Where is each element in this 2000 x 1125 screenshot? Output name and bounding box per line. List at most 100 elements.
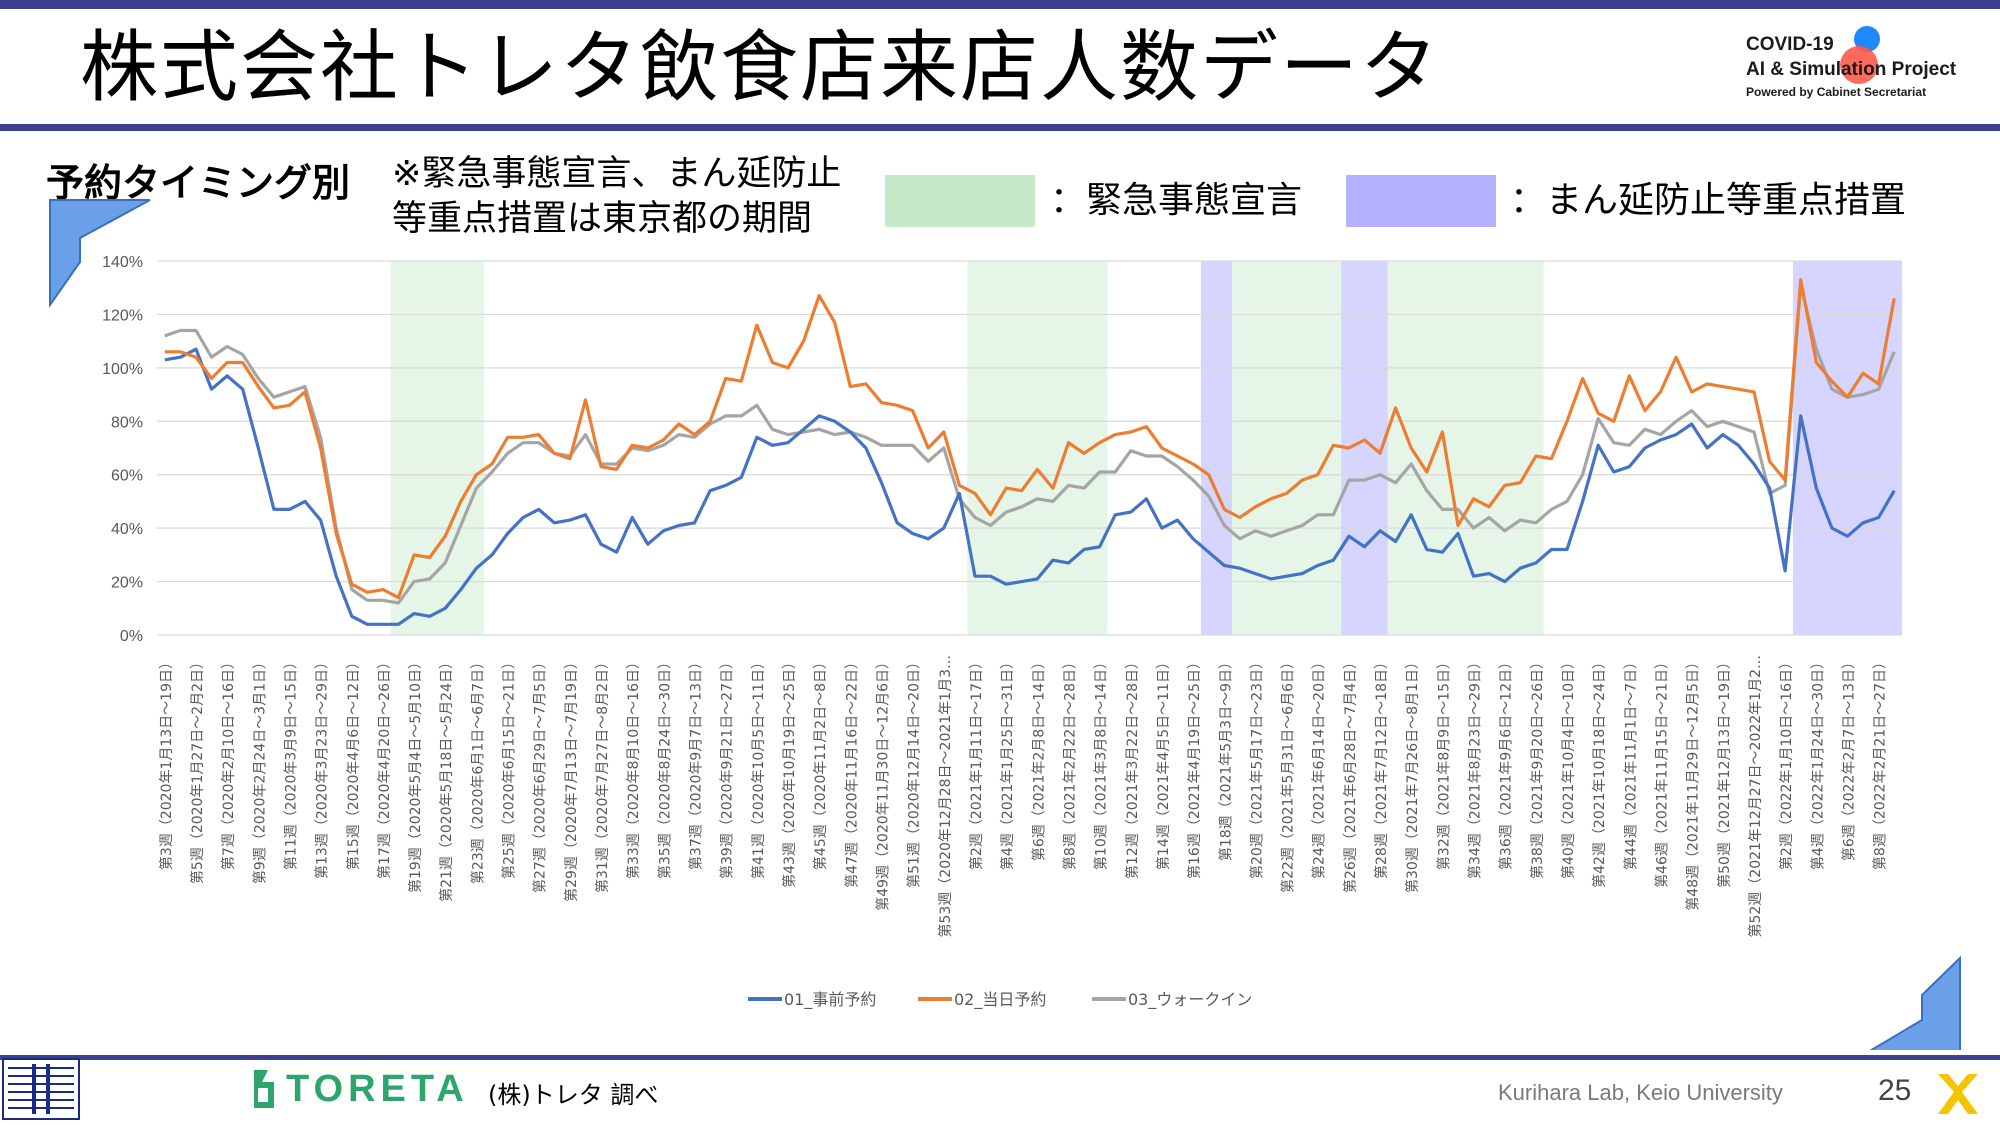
x-tick-label: 第42週（2021年10月18日～24日）	[1591, 655, 1608, 888]
period-note-line2: 等重点措置は東京都の期間	[392, 199, 813, 239]
x-tick-label: 第30週（2021年7月26日～8月1日）	[1404, 655, 1421, 893]
x-tick-label: 第19週（2020年5月4日～5月10日）	[407, 655, 424, 893]
x-tick-label: 第43週（2020年10月19日～25日）	[781, 655, 798, 888]
keio-logo	[2, 1058, 80, 1120]
x-tick-label: 第35週（2020年8月24日～30日）	[656, 655, 673, 879]
x-tick-label: 第34週（2021年8月23日～29日）	[1467, 655, 1484, 879]
series-line-2	[164, 278, 1896, 600]
x-tick-label: 第2週（2022年1月10日～16日）	[1778, 655, 1795, 870]
x-tick-label: 第11週（2020年3月9日～15日）	[282, 655, 299, 870]
x-tick-label: 第22週（2021年5月31日～6月6日）	[1280, 655, 1297, 893]
legend-label-1: 01_事前予約	[784, 990, 876, 1010]
x-tick-label: 第4週（2021年1月25日～31日）	[999, 655, 1016, 870]
series-legend: 01_事前予約 02_当日予約 03_ウォークイン	[748, 990, 1252, 1010]
x-tick-label: 第16週（2021年4月19日～25日）	[1186, 655, 1203, 879]
shaded-periods	[390, 261, 1902, 635]
slide-title: 株式会社トレタ飲食店来店人数データ	[80, 23, 1441, 113]
x-tick-label: 第38週（2021年9月20日～26日）	[1529, 655, 1546, 879]
x-tick-label: 第6週（2022年2月7日～13日）	[1840, 655, 1857, 861]
y-tick-label: 20%	[111, 575, 143, 592]
x-tick-label: 第23週（2020年6月1日～6月7日）	[469, 655, 486, 884]
x-tick-labels: 第3週（2020年1月13日～19日） 第5週（2020年1月27日～2月2日） 第…	[158, 655, 1889, 938]
x-tick-label: 第24週（2021年6月14日～20日）	[1311, 655, 1328, 879]
x-tick-label: 第47週（2020年11月16日～22日）	[843, 655, 860, 888]
x-tick-label: 第5週（2020年1月27日～2月2日）	[189, 655, 206, 884]
y-tick-label: 100%	[102, 361, 143, 378]
shade-emergency-1	[967, 261, 1108, 635]
covid-project-logo: COVID-19 AI & Simulation Project Powered…	[1746, 32, 1986, 102]
x-tick-label: 第28週（2021年7月12日～18日）	[1373, 655, 1390, 879]
covid-logo-line3: Powered by Cabinet Secretariat	[1746, 85, 1927, 99]
chart: 0% 20% 40% 60% 80% 100% 120% 140% 第3週（2020年1月13…	[49, 199, 1961, 1050]
shade-emergency-3	[1232, 261, 1342, 635]
x-tick-label: 第29週（2020年7月13日～7月19日）	[563, 655, 580, 902]
data-source: (株)トレタ 調べ	[488, 1081, 659, 1109]
x-tick-label: 第17週（2020年4月20日～26日）	[376, 655, 393, 879]
keio-logo-icon	[8, 1064, 74, 1114]
x-tick-label: 第3週（2020年1月13日～19日）	[158, 655, 175, 870]
title-accent-bar	[0, 124, 2000, 131]
x-tick-label: 第52週（2021年12月27日～2022年1月2…	[1747, 655, 1764, 938]
x-tick-label: 第9週（2020年2月24日～3月1日）	[251, 655, 268, 884]
toreta-mark-icon	[254, 1070, 274, 1108]
x-tick-label: 第33週（2020年8月10日～16日）	[625, 655, 642, 879]
corner-arrow-bottom-right	[1869, 955, 1961, 1050]
lab-credit: Kurihara Lab, Keio University	[1498, 1080, 1783, 1105]
y-tick-label: 60%	[111, 468, 143, 485]
shade-emergency-5	[1387, 261, 1544, 635]
x-tick-label: 第14週（2021年4月5日～11日）	[1155, 655, 1172, 870]
legend-label-manen: ：まん延防止等重点措置	[1510, 180, 1907, 221]
y-tick-labels: 0% 20% 40% 60% 80% 100% 120% 140%	[102, 254, 143, 645]
x-tick-label: 第39週（2020年9月21日～27日）	[719, 655, 736, 879]
x-tick-label: 第15週（2020年4月6日～12日）	[345, 655, 362, 870]
x-tick-label: 第20週（2021年5月17日～23日）	[1248, 655, 1265, 879]
x-tick-label: 第37週（2020年9月7日～13日）	[688, 655, 705, 870]
y-tick-label: 0%	[120, 628, 143, 645]
x-tick-label: 第25週（2020年6月15日～21日）	[501, 655, 518, 879]
series-lines	[164, 278, 1896, 626]
x-tick-label: 第45週（2020年11月2日～8日）	[812, 655, 829, 870]
x-tick-label: 第40週（2021年10月4日～10日）	[1560, 655, 1577, 879]
x-tick-label: 第21週（2020年5月18日～5月24日）	[438, 655, 455, 902]
top-accent-bar	[0, 0, 2000, 9]
legend-swatch-emergency	[885, 175, 1035, 227]
x-tick-label: 第46週（2021年11月15日～21日）	[1654, 655, 1671, 888]
x-tick-label: 第50週（2021年12月13日～19日）	[1716, 655, 1733, 888]
x-tick-label: 第31週（2020年7月27日～8月2日）	[594, 655, 611, 893]
y-tick-label: 120%	[102, 307, 143, 324]
x-tick-label: 第18週（2021年5月3日～9日）	[1217, 655, 1234, 861]
x-tick-label: 第8週（2021年2月22日～28日）	[1061, 655, 1078, 870]
covid-logo-line1: COVID-19	[1746, 34, 1834, 55]
series-line-1	[164, 347, 1896, 626]
x-tick-label: 第32週（2021年8月9日～15日）	[1435, 655, 1452, 870]
x-tick-label: 第41週（2020年10月5日～11日）	[750, 655, 767, 879]
legend-swatch-manen	[1346, 175, 1496, 227]
y-tick-label: 140%	[102, 254, 143, 271]
x-logo-icon	[1938, 1074, 1978, 1114]
x-tick-label: 第10週（2021年3月8日～14日）	[1093, 655, 1110, 870]
x-tick-label: 第26週（2021年6月28日～7月4日）	[1342, 655, 1359, 893]
legend-label-3: 03_ウォークイン	[1128, 990, 1252, 1010]
x-tick-label: 第4週（2022年1月24日～30日）	[1809, 655, 1826, 870]
period-note-line1: ※緊急事態宣言、まん延防止	[392, 154, 842, 194]
covid-logo-line2: AI & Simulation Project	[1746, 59, 1957, 80]
chart-subtitle: 予約タイミング別	[46, 161, 351, 205]
x-tick-label: 第13週（2020年3月23日～29日）	[314, 655, 331, 879]
x-tick-label: 第49週（2020年11月30日～12月6日）	[874, 655, 891, 911]
series-line-3	[164, 283, 1896, 605]
x-tick-label: 第8週（2022年2月21日～27日）	[1872, 655, 1889, 870]
legend-label-2: 02_当日予約	[954, 990, 1046, 1010]
bottom-accent-bar	[0, 1055, 2000, 1060]
period-note: ※緊急事態宣言、まん延防止 等重点措置は東京都の期間	[392, 152, 841, 242]
x-tick-label: 第53週（2020年12月28日～2021年1月3…	[937, 655, 954, 938]
x-tick-label: 第51週（2020年12月14日～20日）	[906, 655, 923, 888]
page-number: 25	[1878, 1074, 1912, 1107]
logo-dot-red	[1840, 46, 1878, 84]
x-tick-label: 第12週（2021年3月22日～28日）	[1124, 655, 1141, 879]
x-tick-label: 第36週（2021年9月6日～12日）	[1498, 655, 1515, 870]
corner-arrow-top-left	[49, 199, 151, 309]
x-tick-label: 第44週（2021年11月1日～7日）	[1622, 655, 1639, 870]
x-tick-label: 第6週（2021年2月8日～14日）	[1030, 655, 1047, 861]
toreta-logo: TORETA	[286, 1068, 469, 1110]
x-tick-label: 第7週（2020年2月10日～16日）	[220, 655, 237, 870]
